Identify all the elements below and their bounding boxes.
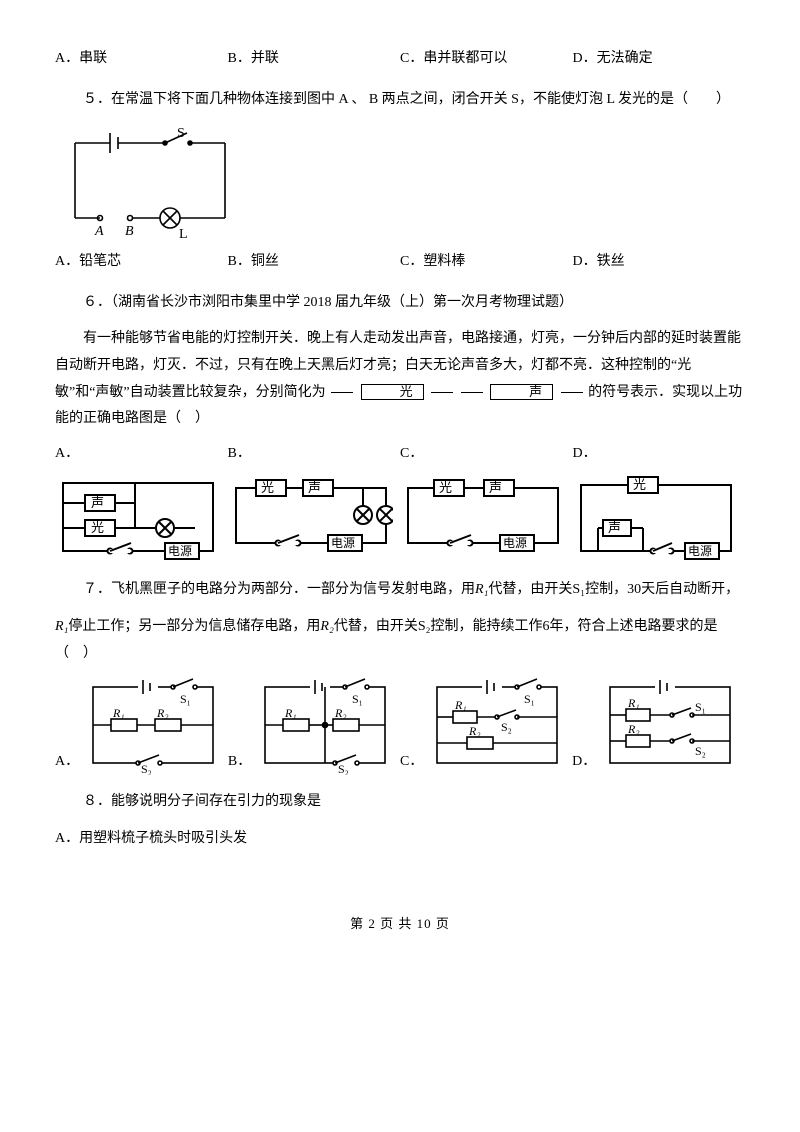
q6-fig-c: 光 声 电源 <box>400 473 573 563</box>
q7-label-b: B． <box>228 749 251 776</box>
q7-stem: ７．飞机黑匣子的电路分为两部分．一部分为信号发射电路，用R₁代替，由开关S₁控制… <box>55 577 745 604</box>
q6-stem: ６．（湖南省长沙市浏阳市集里中学 2018 届九年级（上）第一次月考物理试题） <box>55 290 745 317</box>
label-S: S <box>177 126 185 141</box>
q4-opt-d: D．无法确定 <box>573 46 746 73</box>
svg-text:电源: 电源 <box>503 536 527 550</box>
svg-text:电源: 电源 <box>688 544 712 558</box>
q6-label-a: A． <box>55 441 228 468</box>
q6-figures: 声 光 电源 <box>55 473 745 563</box>
svg-text:S₁: S₁ <box>524 692 535 706</box>
q5-opt-b: B．铜丝 <box>228 249 401 276</box>
svg-text:S₁: S₁ <box>695 700 706 714</box>
svg-text:声: 声 <box>308 480 321 495</box>
q8-opt-a: A．用塑料梳子梳头时吸引头发 <box>55 826 745 853</box>
svg-text:R₂: R₂ <box>156 706 169 720</box>
q7-label-c: C． <box>400 749 423 776</box>
svg-text:S₂: S₂ <box>338 762 349 775</box>
svg-text:光: 光 <box>439 480 452 495</box>
svg-text:声: 声 <box>489 480 502 495</box>
svg-text:声: 声 <box>91 495 104 510</box>
q8-stem: ８．能够说明分子间存在引力的现象是 <box>55 789 745 816</box>
svg-text:R₁: R₁ <box>627 696 640 710</box>
q5-opt-d: D．铁丝 <box>573 249 746 276</box>
q7-fig-b: S₁ R₁ R₂ S₂ <box>255 675 400 775</box>
q6-labels: A． B． C． D． <box>55 441 745 468</box>
wire-dash-icon <box>431 392 453 393</box>
svg-text:电源: 电源 <box>168 544 192 558</box>
q5-opt-c: C．塑料棒 <box>400 249 573 276</box>
svg-text:S₁: S₁ <box>180 692 191 706</box>
q7-fig-d: R₁ S₁ R₂ S₂ <box>600 675 745 775</box>
svg-text:S₂: S₂ <box>141 762 152 775</box>
q7-fig-a: S₁ R₁ R₂ S₂ <box>83 675 228 775</box>
svg-text:S₂: S₂ <box>695 744 706 758</box>
svg-text:声: 声 <box>608 520 621 535</box>
q4-opt-a: A．串联 <box>55 46 228 73</box>
q6-fig-b: 光 声 电源 <box>228 473 401 563</box>
wire-dash-icon <box>561 392 583 393</box>
svg-text:R₁: R₁ <box>284 706 297 720</box>
q7-fig-c: S₁ R₁ S₂ R₂ <box>427 675 572 775</box>
wire-dash-icon <box>461 392 483 393</box>
q7-label-d: D． <box>572 749 596 776</box>
svg-text:R₂: R₂ <box>468 724 481 738</box>
q5-stem: ５．在常温下将下面几种物体连接到图中 A 、 B 两点之间，闭合开关 S，不能使… <box>55 87 745 114</box>
q6-para: 有一种能够节省电能的灯控制开关．晚上有人走动发出声音，电路接通，灯亮，一分钟后内… <box>55 326 745 432</box>
label-B: B <box>125 224 134 239</box>
q6-fig-a: 声 光 电源 <box>55 473 228 563</box>
q7-figures: A． S₁ R₁ R₂ S₂ <box>55 675 745 775</box>
q7-label-a: A． <box>55 749 79 776</box>
q6-label-b: B． <box>228 441 401 468</box>
svg-text:R₂: R₂ <box>334 706 347 720</box>
q5-opt-a: A．铅笔芯 <box>55 249 228 276</box>
q5-options: A．铅笔芯 B．铜丝 C．塑料棒 D．铁丝 <box>55 249 745 276</box>
svg-text:S₂: S₂ <box>501 720 512 734</box>
svg-text:电源: 电源 <box>331 536 355 550</box>
label-A: A <box>94 224 104 239</box>
sound-symbol: 声 <box>490 384 553 400</box>
q4-options: A．串联 B．并联 C．串并联都可以 D．无法确定 <box>55 46 745 73</box>
q5-circuit-figure: S A B L <box>55 123 745 243</box>
svg-text:R₁: R₁ <box>454 698 467 712</box>
q4-opt-c: C．串并联都可以 <box>400 46 573 73</box>
page-footer: 第 2 页 共 10 页 <box>55 912 745 937</box>
svg-text:R₂: R₂ <box>627 722 640 736</box>
svg-text:光: 光 <box>261 480 274 495</box>
light-symbol: 光 <box>361 384 424 400</box>
q4-opt-b: B．并联 <box>228 46 401 73</box>
q6-label-c: C． <box>400 441 573 468</box>
svg-text:R₁: R₁ <box>112 706 125 720</box>
q6-fig-d: 光 声 电源 <box>573 473 746 563</box>
svg-text:S₁: S₁ <box>352 692 363 706</box>
svg-text:光: 光 <box>91 520 104 535</box>
q6-label-d: D． <box>573 441 746 468</box>
q7-stem-line2: R₁停止工作；另一部分为信息储存电路，用R₂代替，由开关S₂控制，能持续工作6年… <box>55 614 745 667</box>
svg-text:光: 光 <box>633 477 646 492</box>
wire-dash-icon <box>331 392 353 393</box>
label-L: L <box>179 227 188 242</box>
